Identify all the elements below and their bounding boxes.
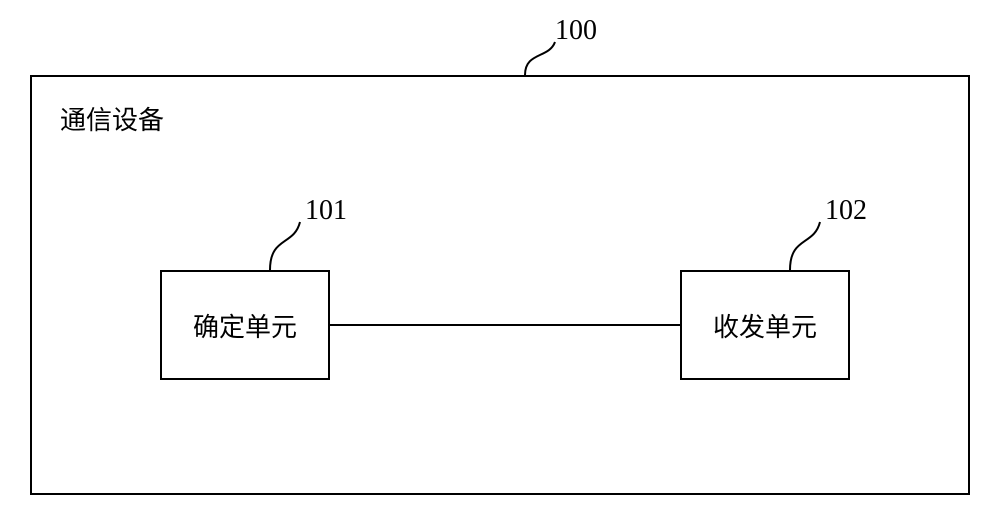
outer-container-title: 通信设备 [60,100,164,137]
edge-determine-to-transceiver [330,324,680,326]
node-transceiver-unit-ref: 102 [825,195,867,227]
node-transceiver-unit-leader [780,212,830,280]
node-determine-unit: 确定单元 [160,270,330,380]
node-determine-unit-label: 确定单元 [193,307,297,344]
node-determine-unit-ref: 101 [305,195,347,227]
node-transceiver-unit: 收发单元 [680,270,850,380]
node-determine-unit-leader [260,212,310,280]
diagram-canvas: 通信设备 100 确定单元 101 收发单元 102 [0,0,1000,525]
node-transceiver-unit-label: 收发单元 [713,307,817,344]
outer-ref-leader [515,32,565,85]
